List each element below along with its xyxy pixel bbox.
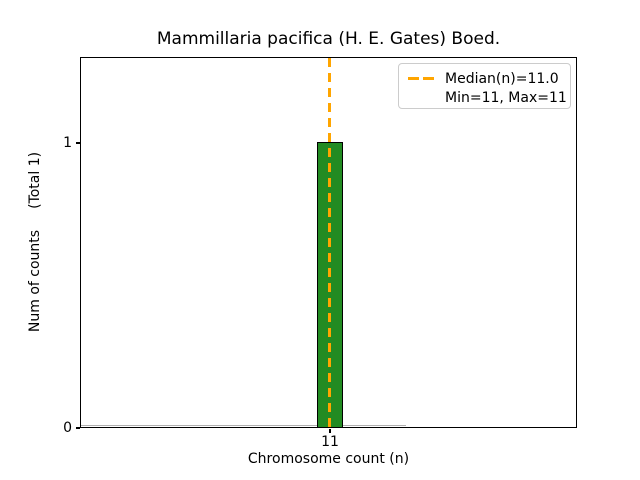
y-axis-label-total: (Total 1) — [27, 151, 43, 209]
x-tick-mark-11 — [329, 429, 331, 433]
x-tick-label-11: 11 — [321, 434, 339, 450]
zero-count-baseline — [81, 425, 406, 426]
y-tick-label-0: 0 — [63, 420, 72, 436]
y-axis-label-main: Num of counts — [27, 229, 43, 333]
legend: Median(n)=11.0 Min=11, Max=11 — [398, 63, 571, 109]
y-tick-mark-1 — [76, 142, 80, 144]
median-line-swatch-icon — [408, 77, 435, 80]
legend-row-median: Median(n)=11.0 — [408, 69, 561, 88]
plot-inner: Median(n)=11.0 Min=11, Max=11 — [81, 58, 576, 427]
x-axis-label: Chromosome count (n) — [247, 451, 410, 467]
y-tick-mark-0 — [76, 427, 80, 429]
legend-row-minmax: Min=11, Max=11 — [408, 88, 567, 107]
y-axis-label: Num of counts (Total 1) — [27, 152, 43, 332]
legend-minmax-label: Min=11, Max=11 — [445, 89, 567, 106]
chart-title: Mammillaria pacifica (H. E. Gates) Boed. — [156, 29, 501, 49]
legend-median-label: Median(n)=11.0 — [445, 70, 559, 87]
plot-area: Median(n)=11.0 Min=11, Max=11 — [80, 57, 577, 428]
y-tick-label-1: 1 — [63, 135, 72, 151]
median-dashed-line — [328, 58, 331, 427]
